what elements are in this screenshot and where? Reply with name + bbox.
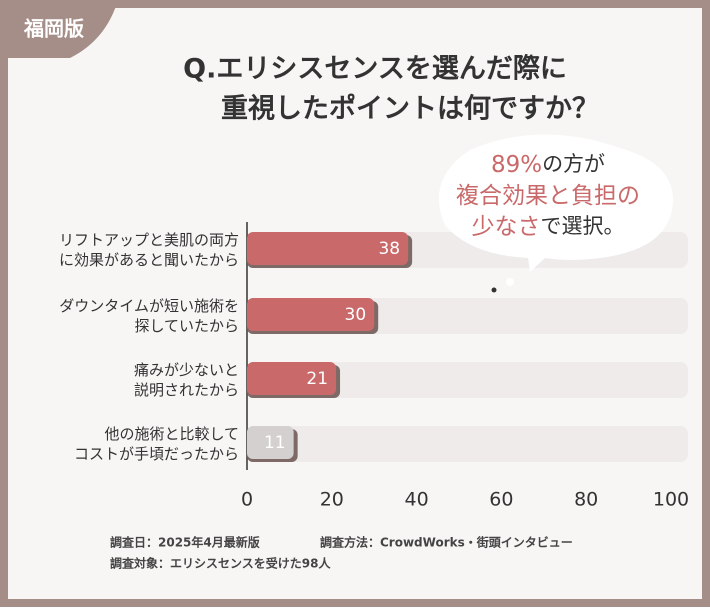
footnote: 調査対象：エリシスセンスを受けた98人 bbox=[110, 556, 331, 571]
x-tick-label: 40 bbox=[405, 489, 429, 511]
y-tick-label: 他の施術と比較してコストが手頃だったから bbox=[74, 425, 239, 463]
bar bbox=[247, 232, 409, 265]
y-tick-label: リフトアップと美肌の両方に効果があると聞いたから bbox=[59, 231, 239, 269]
y-tick-label: ダウンタイムが短い施術を探していたから bbox=[59, 297, 239, 335]
annotation-line: 少なさで選択。 bbox=[472, 214, 625, 240]
footnote: 調査方法：CrowdWorks・街頭インタビュー bbox=[320, 535, 573, 550]
callout-dot bbox=[491, 287, 497, 293]
annotation-line: 89%の方が bbox=[491, 152, 605, 178]
x-tick-label: 0 bbox=[241, 489, 253, 511]
value-label: 38 bbox=[378, 239, 400, 259]
value-label: 11 bbox=[264, 433, 286, 453]
x-tick-label: 80 bbox=[574, 489, 598, 511]
bar-track bbox=[247, 426, 688, 462]
badge-bg bbox=[0, 0, 118, 58]
callout-dot bbox=[506, 278, 514, 286]
annotation-text: 複合効果と負担の bbox=[456, 183, 640, 209]
annotation-text: 少なさ bbox=[472, 214, 541, 240]
badge: 福岡版 bbox=[23, 17, 84, 41]
chart-title: 重視したポイントは何ですか？ bbox=[221, 94, 599, 125]
bar bbox=[247, 426, 294, 459]
annotation-text: 89% bbox=[491, 152, 542, 178]
callout-bubble bbox=[438, 134, 673, 272]
bar-track bbox=[247, 362, 688, 398]
value-label: 30 bbox=[345, 305, 367, 325]
x-tick-label: 60 bbox=[489, 489, 513, 511]
y-tick-label: 痛みが少ないと説明されたから bbox=[134, 361, 239, 399]
footnote: 調査日：2025年4月最新版 bbox=[110, 535, 260, 550]
annotation-line: 複合効果と負担の bbox=[456, 183, 640, 209]
x-tick-label: 20 bbox=[320, 489, 344, 511]
annotation-text: の方が bbox=[542, 152, 605, 176]
bar bbox=[247, 298, 375, 331]
annotation-text: で選択。 bbox=[541, 214, 625, 238]
bar bbox=[247, 362, 337, 395]
value-label: 21 bbox=[306, 369, 328, 389]
x-tick-label: 100 bbox=[653, 489, 689, 511]
chart-title: Q.エリシスセンスを選んだ際に bbox=[183, 54, 567, 85]
